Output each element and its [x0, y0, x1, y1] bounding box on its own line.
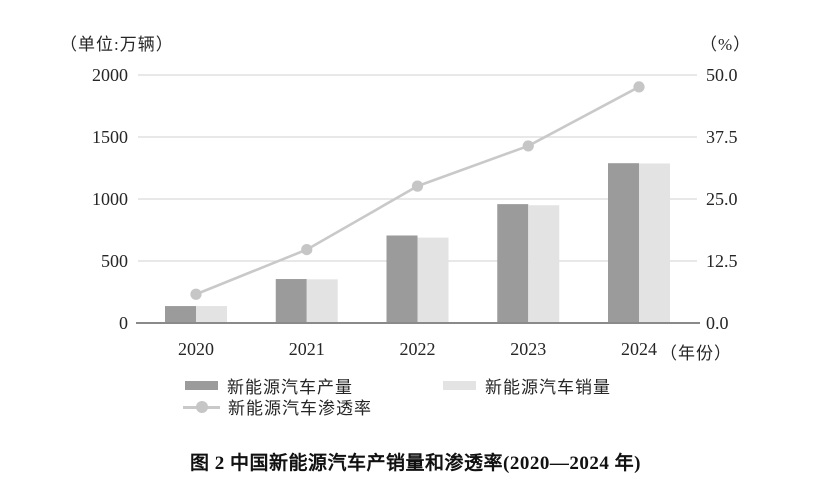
figure-caption: 图 2 中国新能源汽车产销量和渗透率(2020—2024 年) — [190, 453, 641, 474]
bar-sales-2021 — [306, 279, 338, 323]
legend-label-sales: 新能源汽车销量 — [485, 378, 611, 397]
bar-sales-2020 — [196, 306, 227, 323]
legend-label-penetration: 新能源汽车渗透率 — [228, 399, 372, 418]
right-axis-unit-label: （%） — [700, 35, 752, 54]
x-label-2024: 2024 — [621, 339, 657, 359]
left-tick-0: 0 — [119, 313, 128, 333]
marker-penetration-2024 — [633, 81, 645, 93]
legend-item-production: 新能源汽车产量 — [185, 373, 353, 398]
x-label-2023: 2023 — [510, 339, 547, 359]
right-tick-0.0: 0.0 — [706, 313, 729, 333]
bar-sales-2022 — [417, 237, 449, 323]
legend-swatch-penetration — [183, 400, 220, 413]
x-label-2020: 2020 — [178, 339, 214, 359]
marker-penetration-2020 — [190, 288, 202, 300]
marker-penetration-2022 — [411, 180, 424, 192]
right-tick-50.0: 50.0 — [706, 65, 738, 85]
bar-production-2023 — [497, 204, 529, 323]
bar-production-2022 — [386, 235, 418, 323]
left-tick-1500: 1500 — [92, 127, 128, 147]
marker-penetration-2023 — [522, 140, 534, 152]
left-axis-unit-label: （单位:万辆） — [60, 35, 174, 54]
legend-marker-dot — [196, 400, 208, 413]
right-tick-37.5: 37.5 — [706, 127, 738, 147]
chart-plot-area — [136, 74, 700, 324]
x-label-2022: 2022 — [399, 339, 436, 359]
x-axis-suffix-label: （年份） — [660, 344, 732, 363]
left-tick-500: 500 — [101, 251, 128, 271]
bar-production-2021 — [275, 279, 307, 323]
legend-item-sales: 新能源汽车销量 — [443, 373, 611, 398]
bar-production-2020 — [165, 306, 196, 323]
right-tick-12.5: 12.5 — [706, 251, 738, 271]
left-tick-2000: 2000 — [92, 65, 128, 85]
bar-sales-2023 — [528, 205, 560, 323]
bar-sales-2024 — [639, 163, 670, 323]
left-tick-1000: 1000 — [92, 189, 128, 209]
legend-swatch-sales — [443, 381, 476, 390]
x-label-2021: 2021 — [288, 339, 325, 359]
marker-penetration-2021 — [301, 243, 313, 256]
right-tick-25.0: 25.0 — [706, 189, 738, 209]
legend-item-penetration: 新能源汽车渗透率 — [183, 394, 372, 419]
legend-swatch-production — [185, 381, 218, 390]
legend-label-production: 新能源汽车产量 — [227, 378, 353, 397]
bar-production-2024 — [608, 163, 639, 323]
